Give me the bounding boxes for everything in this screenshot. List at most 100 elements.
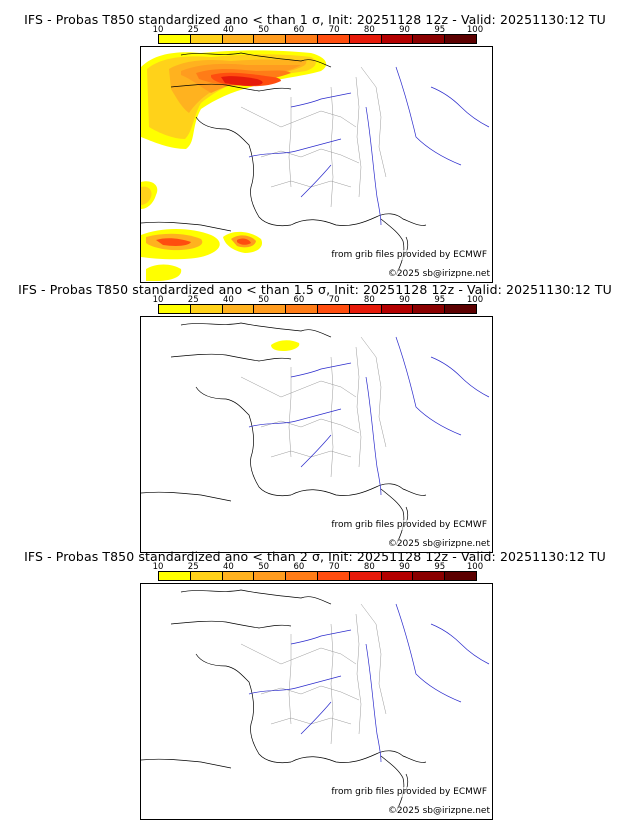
colorbar-tick-label: 90 <box>399 25 410 35</box>
colorbar-tick-label: 60 <box>293 562 305 572</box>
colorbar-tick-label: 10 <box>152 562 164 572</box>
colorbar-tick-label: 70 <box>328 295 340 305</box>
map-panel-1: IFS - Probas T850 standardized ano < tha… <box>0 12 630 283</box>
colorbar-segment <box>254 572 287 580</box>
copyright: ©2025 sb@irizpne.net <box>387 539 490 549</box>
colorbar-tick-label: 25 <box>187 295 199 305</box>
data-credit: from grib files provided by ECMWF <box>331 250 487 260</box>
colorbar-segment <box>159 35 191 43</box>
colorbar-segment <box>349 572 382 580</box>
colorbar-tick-label: 90 <box>399 295 410 305</box>
colorbar-tick-label: 40 <box>223 562 234 572</box>
map-svg <box>141 322 490 546</box>
colorbar-tick-label: 10 <box>152 25 164 35</box>
copyright: ©2025 sb@irizpne.net <box>387 806 490 816</box>
colorbar-segment <box>381 35 414 43</box>
colorbar-tick-label: 70 <box>328 25 340 35</box>
coastlines <box>141 322 427 546</box>
colorbar-ticks: 10 25 40 50 60 70 80 90 95 100 <box>153 25 484 35</box>
map-svg <box>141 50 490 281</box>
colorbar-segment <box>381 572 414 580</box>
map-area: from grib files provided by ECMWF ©2025 … <box>140 583 493 820</box>
borders <box>240 336 387 478</box>
colorbar-segment <box>190 305 223 313</box>
colorbar-tick-label: 80 <box>363 562 375 572</box>
map-panel-3: IFS - Probas T850 standardized ano < tha… <box>0 549 630 820</box>
colorbar-tick-label: 80 <box>363 25 375 35</box>
prob-area-sw-25 <box>141 186 152 205</box>
colorbar-tick-label: 40 <box>223 25 234 35</box>
colorbar-segment <box>190 572 223 580</box>
colorbar-segment <box>381 305 414 313</box>
colorbar <box>158 571 477 581</box>
colorbar-segment <box>222 305 255 313</box>
borders <box>240 66 387 208</box>
colorbar-tick-label: 50 <box>258 25 270 35</box>
colorbar-segment <box>222 35 255 43</box>
colorbar-segment <box>317 572 350 580</box>
colorbar-tick-label: 40 <box>223 295 234 305</box>
copyright: ©2025 sb@irizpne.net <box>387 269 490 279</box>
colorbar-segment <box>286 572 318 580</box>
colorbar <box>158 34 477 44</box>
colorbar-segment <box>445 35 476 43</box>
colorbar-segment <box>254 305 287 313</box>
colorbar-segment <box>445 572 476 580</box>
colorbar-segment <box>317 35 350 43</box>
colorbar-segment <box>445 305 476 313</box>
colorbar-tick-label: 10 <box>152 295 164 305</box>
colorbar-tick-label: 100 <box>466 295 484 305</box>
data-credit: from grib files provided by ECMWF <box>331 520 487 530</box>
colorbar-tick-label: 50 <box>258 295 270 305</box>
colorbar-segment <box>413 572 446 580</box>
colorbar-tick-label: 50 <box>258 562 270 572</box>
colorbar-segment <box>286 305 318 313</box>
colorbar-segment <box>349 305 382 313</box>
colorbar-segment <box>413 35 446 43</box>
coastlines <box>141 589 427 813</box>
rivers <box>248 603 490 763</box>
colorbar-tick-label: 25 <box>187 25 199 35</box>
colorbar-tick-label: 100 <box>466 25 484 35</box>
coastlines <box>141 52 427 276</box>
panel-title: IFS - Probas T850 standardized ano < tha… <box>24 549 606 564</box>
prob-area-10 <box>271 340 300 351</box>
rivers <box>248 336 490 496</box>
prob-area-pyr-70 <box>237 238 251 245</box>
colorbar-segment <box>159 305 191 313</box>
prob-area-iberia-10 <box>146 264 182 281</box>
colorbar-tick-label: 70 <box>328 562 340 572</box>
panel-title: IFS - Probas T850 standardized ano < tha… <box>18 282 612 297</box>
colorbar <box>158 304 477 314</box>
colorbar-tick-label: 95 <box>434 562 446 572</box>
colorbar-ticks: 10 25 40 50 60 70 80 90 95 100 <box>153 562 484 572</box>
colorbar-tick-label: 60 <box>293 25 305 35</box>
colorbar-tick-label: 100 <box>466 562 484 572</box>
colorbar-segment <box>286 35 318 43</box>
colorbar-segment <box>254 35 287 43</box>
prob-area-80 <box>221 76 263 86</box>
colorbar-segment <box>317 305 350 313</box>
colorbar-tick-label: 60 <box>293 295 305 305</box>
colorbar-segment <box>413 305 446 313</box>
colorbar-tick-label: 95 <box>434 25 446 35</box>
map-area: from grib files provided by ECMWF ©2025 … <box>140 46 493 283</box>
colorbar-tick-label: 90 <box>399 562 410 572</box>
colorbar-segment <box>159 572 191 580</box>
probability-field <box>141 50 327 281</box>
prob-area-coast-70 <box>156 238 191 246</box>
panel-title: IFS - Probas T850 standardized ano < tha… <box>24 12 606 27</box>
colorbar-segment <box>349 35 382 43</box>
borders <box>240 603 387 745</box>
map-panel-2: IFS - Probas T850 standardized ano < tha… <box>0 282 630 553</box>
data-credit: from grib files provided by ECMWF <box>331 787 487 797</box>
colorbar-tick-label: 80 <box>363 295 375 305</box>
colorbar-segment <box>190 35 223 43</box>
colorbar-tick-label: 95 <box>434 295 446 305</box>
colorbar-ticks: 10 25 40 50 60 70 80 90 95 100 <box>153 295 484 305</box>
map-area: from grib files provided by ECMWF ©2025 … <box>140 316 493 553</box>
probability-field <box>271 340 300 351</box>
rivers <box>248 66 490 226</box>
colorbar-tick-label: 25 <box>187 562 199 572</box>
colorbar-segment <box>222 572 255 580</box>
